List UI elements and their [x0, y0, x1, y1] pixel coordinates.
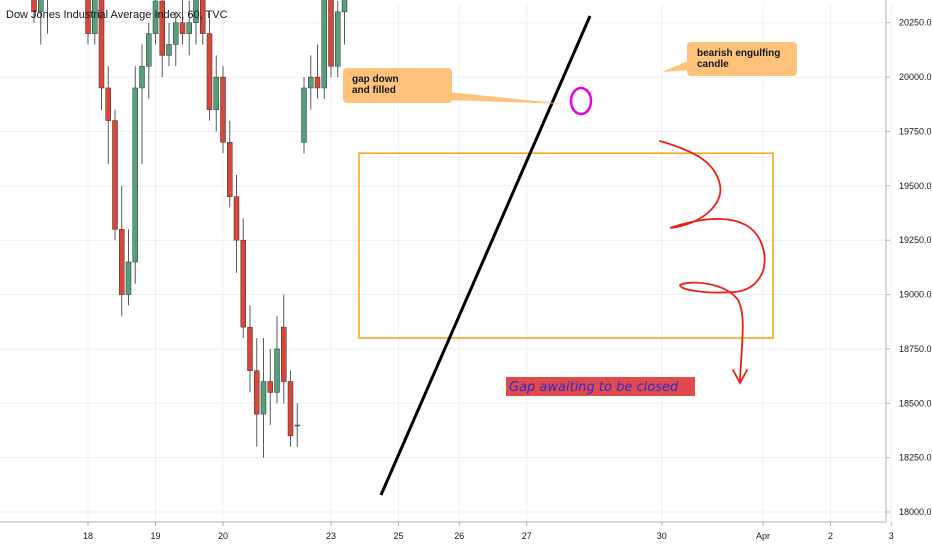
x-tick-label: 30 [657, 531, 667, 541]
x-tick-label: 20 [218, 531, 228, 541]
candle-body [213, 76, 219, 110]
gap-box [358, 152, 774, 339]
gap-down-callout [343, 68, 452, 103]
x-tick-label: 23 [326, 531, 336, 541]
candle-body [254, 370, 260, 415]
candle-body [139, 65, 145, 89]
grid-lines [0, 4, 892, 522]
candle-body [274, 348, 280, 393]
candle-body [328, 0, 334, 67]
y-tick-label: 20000.0 [899, 72, 932, 82]
candle-body [301, 87, 307, 143]
y-tick-label: 19500.0 [899, 181, 932, 191]
bearish-callout-pointer [662, 60, 690, 72]
x-tick-label: 19 [150, 531, 160, 541]
candle-body [152, 0, 159, 34]
candle-body [247, 326, 253, 371]
candle-body [38, 0, 44, 13]
y-tick-label: 19000.0 [899, 290, 932, 300]
candle-body [281, 326, 287, 382]
x-tick-label: 18 [83, 531, 93, 541]
trendline [379, 15, 592, 496]
x-tick-label: 25 [393, 531, 403, 541]
candle-body [260, 381, 267, 415]
y-tick-label: 19250.0 [899, 235, 932, 245]
candle-body [112, 120, 118, 230]
projection-arrow [659, 140, 766, 381]
candle-body [159, 0, 165, 56]
candle-body [294, 424, 300, 427]
candle-body [267, 381, 273, 393]
candle-body [308, 76, 314, 89]
candle-body [166, 44, 172, 56]
bearish-callout [687, 42, 797, 76]
candle-body [146, 33, 152, 67]
candle-body [240, 239, 246, 328]
chart-title: Dow Jones Industrial Average Index, 60, … [6, 9, 228, 21]
x-tick-label: Apr [756, 531, 770, 541]
gap-down-label-2: and filled [352, 85, 396, 96]
candle-body [105, 87, 111, 121]
y-tick-label: 18750.0 [899, 344, 932, 354]
candle-body [173, 22, 179, 45]
candle-body [132, 87, 138, 263]
gap-circle [569, 86, 593, 116]
bearish-label-2: candle [697, 59, 729, 70]
y-tick-label: 18250.0 [899, 453, 932, 463]
y-tick-label: 19750.0 [899, 126, 932, 136]
gap-label-bg [506, 377, 695, 396]
y-tick-label: 18000.0 [899, 507, 932, 517]
candle-body [314, 76, 321, 89]
candle-body [179, 22, 186, 34]
candle-body [321, 0, 327, 89]
y-tick-label: 20250.0 [899, 18, 932, 28]
candle-body [98, 0, 105, 89]
candle-body [193, 0, 199, 23]
projection-arrowhead [732, 369, 748, 385]
candle-body [287, 381, 294, 437]
candle-body [220, 76, 226, 143]
x-tick-label: 26 [454, 531, 464, 541]
gap-zone [358, 152, 774, 339]
candle-body [227, 142, 233, 197]
candles [31, 0, 348, 458]
candle-body [341, 0, 348, 13]
candle-body [200, 0, 206, 34]
gap-label-text: Gap awaiting to be closed [509, 380, 679, 395]
candle-body [31, 0, 37, 13]
gap-down-callout-pointer [448, 92, 565, 104]
x-tick-label: 2 [828, 531, 833, 541]
candle-body [206, 33, 213, 110]
x-tick-label: 3 [889, 531, 894, 541]
y-tick-label: 18500.0 [899, 398, 932, 408]
bearish-label-1: bearish engulfing [697, 48, 780, 59]
candle-body [233, 196, 240, 241]
candle-body [335, 11, 341, 67]
candle-body [85, 0, 91, 34]
candle-body [119, 229, 125, 295]
candle-body [125, 261, 132, 295]
gap-down-label-1: gap down [352, 74, 399, 85]
candle-body [92, 0, 98, 34]
x-tick-label: 27 [522, 531, 532, 541]
candle-body [186, 22, 192, 34]
